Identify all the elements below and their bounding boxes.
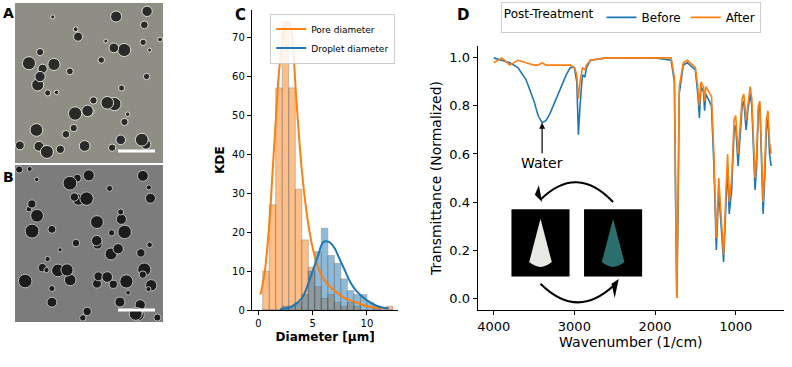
svg-text:50: 50 [232,110,245,121]
svg-text:After: After [726,11,755,25]
svg-text:Diameter [µm]: Diameter [µm] [276,330,375,344]
svg-text:60: 60 [232,71,245,82]
svg-text:0: 0 [255,318,261,329]
svg-text:0.4: 0.4 [449,195,470,210]
svg-text:10: 10 [361,318,374,329]
svg-text:0.0: 0.0 [449,291,470,306]
svg-text:0.6: 0.6 [449,147,470,162]
svg-text:5: 5 [309,318,315,329]
svg-text:30: 30 [232,188,245,199]
svg-text:Water: Water [521,155,563,171]
svg-text:Before: Before [642,11,681,25]
svg-text:40: 40 [232,149,245,160]
svg-text:KDE: KDE [213,146,227,173]
svg-text:D: D [457,6,469,24]
svg-text:C: C [235,6,246,24]
svg-text:70: 70 [232,32,245,43]
svg-text:20: 20 [232,227,245,238]
svg-text:0.8: 0.8 [449,98,470,113]
svg-text:0: 0 [238,305,244,316]
svg-text:Droplet diameter: Droplet diameter [311,44,388,54]
svg-text:10: 10 [232,266,245,277]
svg-text:3000: 3000 [558,319,591,334]
svg-text:0.2: 0.2 [449,243,470,258]
svg-text:4000: 4000 [477,319,510,334]
svg-text:Wavenumber (1/cm): Wavenumber (1/cm) [559,334,702,350]
svg-text:2000: 2000 [638,319,671,334]
svg-text:Post-Treatment: Post-Treatment [504,7,594,21]
svg-text:1000: 1000 [719,319,752,334]
svg-text:A: A [3,5,14,21]
svg-text:Transmittance (Normalized): Transmittance (Normalized) [428,81,444,276]
svg-text:1.0: 1.0 [449,50,470,65]
svg-text:Pore diameter: Pore diameter [311,25,375,35]
svg-text:B: B [3,169,14,185]
